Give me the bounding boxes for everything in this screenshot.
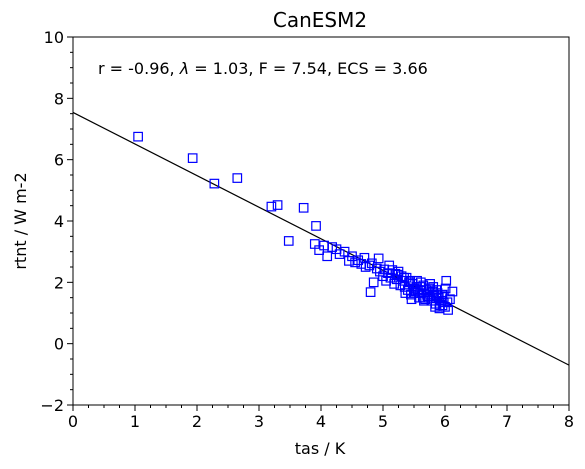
plot-frame <box>72 36 570 406</box>
x-tick-label: 2 <box>192 412 202 431</box>
data-point <box>209 178 220 189</box>
x-tick-label: 6 <box>440 412 450 431</box>
data-point <box>405 275 416 286</box>
y-tick-label: 0 <box>54 335 64 354</box>
y-tick-label: 6 <box>54 151 64 170</box>
data-point <box>447 286 458 297</box>
data-point <box>311 221 321 231</box>
fit-line-layer <box>72 111 570 366</box>
data-point <box>350 257 360 268</box>
data-point <box>400 288 411 298</box>
data-point <box>425 279 435 289</box>
x-axis-label: tas / K <box>295 439 346 458</box>
axis-ticks <box>67 36 570 411</box>
data-point <box>419 295 429 306</box>
x-tick-labels: 0 1 2 3 4 5 6 7 8 <box>68 412 574 431</box>
x-tick-label: 4 <box>316 412 326 431</box>
chart-title: CanESM2 <box>273 8 367 32</box>
data-point <box>428 282 439 292</box>
y-tick-label: 8 <box>54 89 64 108</box>
x-tick-label: 5 <box>378 412 388 431</box>
data-point <box>399 272 409 283</box>
data-point <box>406 294 417 305</box>
data-point <box>437 289 448 300</box>
regression-line <box>72 111 570 366</box>
data-point <box>393 269 403 280</box>
annotation-lambda: λ <box>179 59 189 78</box>
data-point <box>411 282 422 292</box>
data-point <box>368 277 379 288</box>
y-tick-label: 10 <box>44 28 64 47</box>
x-tick-label: 0 <box>68 412 78 431</box>
x-tick-label: 8 <box>564 412 574 431</box>
data-point <box>430 302 440 312</box>
data-point <box>232 173 243 183</box>
y-tick-label: 2 <box>54 273 64 292</box>
data-point <box>187 153 198 163</box>
annotation-prefix: r = -0.96, <box>98 59 180 78</box>
y-tick-label: 4 <box>54 212 64 231</box>
data-point <box>322 251 333 262</box>
data-point <box>412 285 423 295</box>
data-point <box>440 283 451 294</box>
data-point <box>417 292 428 303</box>
data-point <box>366 258 377 269</box>
x-tick-label: 7 <box>502 412 512 431</box>
annotation-suffix: = 1.03, F = 7.54, ECS = 3.66 <box>189 59 428 78</box>
data-point <box>334 249 345 259</box>
y-axis-label: rtnt / W m-2 <box>11 172 30 269</box>
y-tick-labels: −2 0 2 4 6 8 10 <box>40 28 64 415</box>
data-point <box>373 253 384 264</box>
data-point <box>365 287 376 297</box>
data-point <box>266 201 277 212</box>
data-point <box>133 131 143 142</box>
data-point <box>424 292 434 303</box>
stats-annotation: r = -0.96, λ = 1.03, F = 7.54, ECS = 3.6… <box>98 59 428 78</box>
data-point <box>359 252 370 263</box>
data-point <box>272 200 283 210</box>
data-point <box>283 236 294 246</box>
data-point <box>436 295 447 306</box>
x-tick-label: 1 <box>130 412 140 431</box>
data-point <box>364 260 375 271</box>
data-point <box>442 297 453 308</box>
y-tick-label: −2 <box>40 396 64 415</box>
data-point <box>371 263 382 274</box>
x-tick-label: 3 <box>254 412 264 431</box>
data-point <box>441 275 452 286</box>
scatter-points <box>133 131 458 315</box>
data-point <box>298 202 309 213</box>
